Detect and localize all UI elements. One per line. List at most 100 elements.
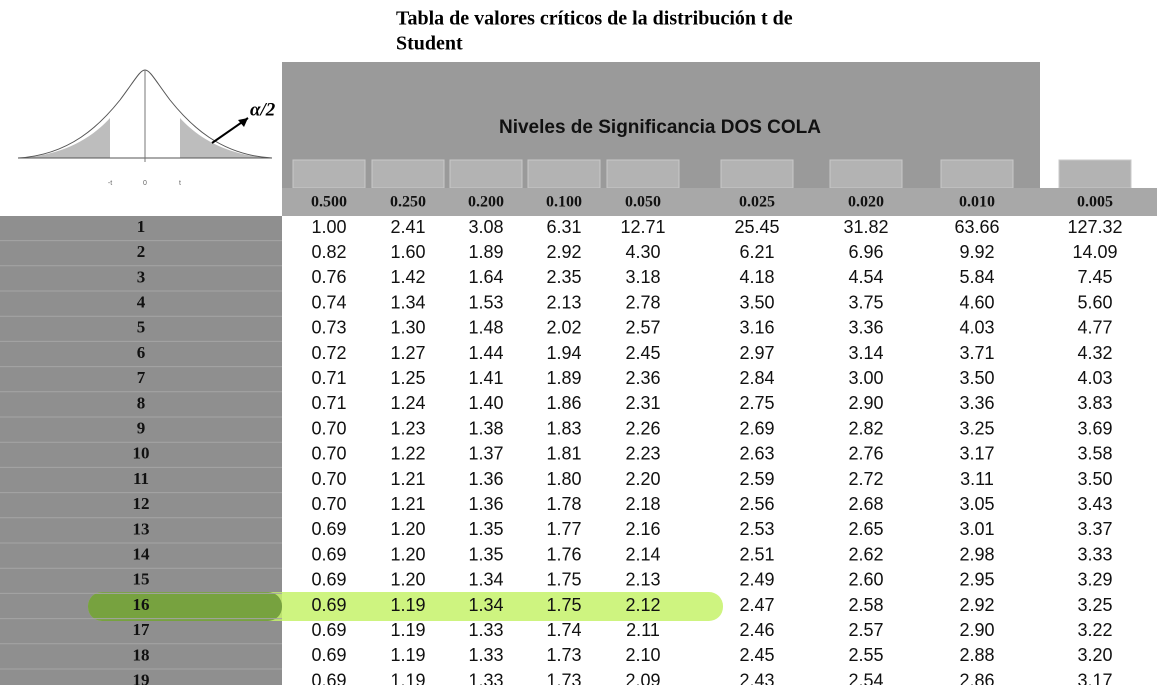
cell: 1.34: [468, 570, 503, 590]
cell: 3.50: [959, 368, 994, 388]
cell: 4.77: [1077, 318, 1112, 338]
title-line: Student: [396, 33, 463, 55]
df-label: 11: [133, 469, 149, 488]
cell: 3.50: [739, 292, 774, 312]
cell: 6.96: [848, 242, 883, 262]
cell: 2.82: [848, 418, 883, 438]
cell: 3.16: [739, 318, 774, 338]
cell: 3.05: [959, 494, 994, 514]
df-label: 5: [137, 318, 146, 337]
cell: 0.76: [311, 267, 346, 287]
cell: 1.77: [546, 519, 581, 539]
cell: 3.25: [1077, 595, 1112, 615]
cell: 2.09: [625, 670, 660, 685]
cell: 2.35: [546, 267, 581, 287]
cell: 2.56: [739, 494, 774, 514]
cell: 1.86: [546, 393, 581, 413]
cell: 4.30: [625, 242, 660, 262]
header-box: [527, 159, 601, 189]
cell: 1.34: [390, 292, 425, 312]
df-label: 9: [137, 419, 146, 438]
axis-label: 0: [143, 180, 147, 187]
cell: 1.60: [390, 242, 425, 262]
df-label: 7: [137, 368, 146, 387]
cell: 2.47: [739, 595, 774, 615]
cell: 3.29: [1077, 570, 1112, 590]
cell: 3.69: [1077, 418, 1112, 438]
cell: 2.59: [739, 469, 774, 489]
cell: 1.81: [546, 444, 581, 464]
cell: 0.71: [311, 393, 346, 413]
cell: 2.23: [625, 444, 660, 464]
cell: 1.78: [546, 494, 581, 514]
column-header: 0.200: [468, 194, 504, 211]
cell: 2.18: [625, 494, 660, 514]
df-label: 13: [133, 519, 150, 538]
cell: 3.37: [1077, 519, 1112, 539]
cell: 2.84: [739, 368, 774, 388]
cell: 1.20: [390, 570, 425, 590]
header-boxes: [292, 159, 1132, 189]
df-label: 17: [133, 620, 151, 639]
cell: 12.71: [620, 217, 665, 237]
cell: 31.82: [843, 217, 888, 237]
cell: 2.51: [739, 544, 774, 564]
cell: 7.45: [1077, 267, 1112, 287]
axis-label: -t: [108, 180, 112, 187]
cell: 0.70: [311, 469, 346, 489]
cell: 3.20: [1077, 645, 1112, 665]
cell: 1.34: [468, 595, 503, 615]
cell: 2.36: [625, 368, 660, 388]
cell: 1.19: [390, 620, 425, 640]
cell: 25.45: [734, 217, 779, 237]
cell: 1.40: [468, 393, 503, 413]
cell: 2.55: [848, 645, 883, 665]
cell: 2.13: [625, 570, 660, 590]
column-header: 0.025: [739, 194, 775, 211]
cell: 1.89: [468, 242, 503, 262]
cell: 1.25: [390, 368, 425, 388]
cell: 1.30: [390, 318, 425, 338]
cell: 3.75: [848, 292, 883, 312]
cell: 1.23: [390, 418, 425, 438]
cell: 2.53: [739, 519, 774, 539]
cell: 2.69: [739, 418, 774, 438]
cell: 1.42: [390, 267, 425, 287]
cell: 63.66: [954, 217, 999, 237]
df-label: 8: [137, 393, 146, 412]
cell: 0.69: [311, 595, 346, 615]
df-label: 2: [137, 242, 146, 261]
cell: 1.41: [468, 368, 503, 388]
cell: 0.69: [311, 544, 346, 564]
cell: 3.83: [1077, 393, 1112, 413]
cell: 9.92: [959, 242, 994, 262]
cell: 4.03: [959, 318, 994, 338]
cell: 4.60: [959, 292, 994, 312]
cell: 2.95: [959, 570, 994, 590]
column-header: 0.250: [390, 194, 426, 211]
cell: 3.58: [1077, 444, 1112, 464]
df-label: 12: [133, 494, 150, 513]
df-label: 3: [137, 267, 146, 286]
cell: 1.75: [546, 595, 581, 615]
cell: 6.21: [739, 242, 774, 262]
cell: 3.22: [1077, 620, 1112, 640]
cell: 2.41: [390, 217, 425, 237]
cell: 1.33: [468, 620, 503, 640]
column-header: 0.100: [546, 194, 582, 211]
cell: 2.10: [625, 645, 660, 665]
cell: 2.90: [848, 393, 883, 413]
cell: 2.97: [739, 343, 774, 363]
cell: 2.88: [959, 645, 994, 665]
column-header: 0.050: [625, 194, 661, 211]
cell: 0.72: [311, 343, 346, 363]
column-header: 0.010: [959, 194, 995, 211]
cell: 1.94: [546, 343, 581, 363]
cell: 1.53: [468, 292, 503, 312]
cell: 1.19: [390, 645, 425, 665]
cell: 3.18: [625, 267, 660, 287]
cell: 0.69: [311, 519, 346, 539]
cell: 2.92: [959, 595, 994, 615]
